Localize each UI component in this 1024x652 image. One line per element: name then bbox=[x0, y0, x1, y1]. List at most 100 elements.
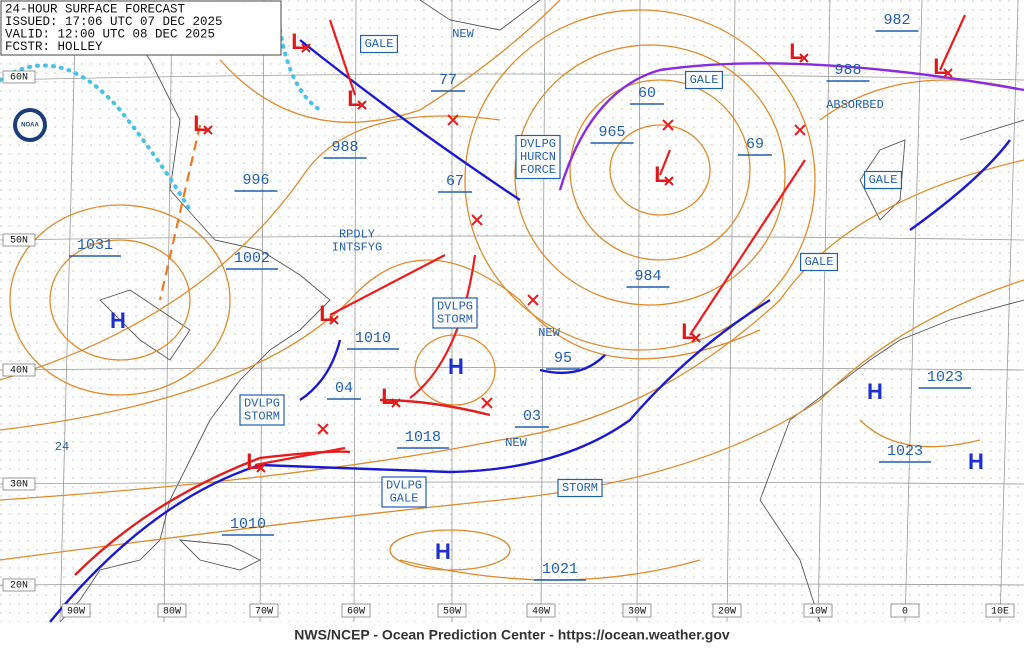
low-center bbox=[943, 68, 953, 78]
plain-label: ABSORBED bbox=[826, 98, 884, 112]
low-pressure: L bbox=[933, 54, 946, 79]
low-center bbox=[301, 43, 311, 53]
low-pressure: L bbox=[246, 449, 259, 474]
boxed-label-line: HURCN bbox=[520, 150, 556, 164]
low-pressure: L bbox=[654, 162, 667, 187]
low-center bbox=[664, 176, 674, 186]
longitude-label: 0 bbox=[902, 607, 908, 618]
pressure-label: 1010 bbox=[355, 330, 391, 347]
high-pressure: H bbox=[448, 354, 464, 379]
low-pressure: L bbox=[291, 29, 304, 54]
low-center bbox=[691, 333, 701, 343]
low-center bbox=[357, 100, 367, 110]
header-line: ISSUED: 17:06 UTC 07 DEC 2025 bbox=[5, 15, 223, 29]
header-line: FCSTR: HOLLEY bbox=[5, 40, 103, 54]
longitude-box bbox=[985, 603, 1015, 618]
boxed-label: GALE bbox=[799, 252, 839, 272]
low-center bbox=[391, 398, 401, 408]
boxed-label-line: DVLPG bbox=[437, 300, 473, 314]
low-pressure: L bbox=[789, 39, 802, 64]
header-background bbox=[0, 0, 282, 56]
longitude-label: 30W bbox=[628, 607, 646, 618]
pressure-label: 988 bbox=[331, 139, 358, 156]
high-pressure: H bbox=[435, 539, 451, 564]
footer: NWS/NCEP - Ocean Prediction Center - htt… bbox=[294, 627, 730, 643]
pressure-label: 1002 bbox=[234, 250, 270, 267]
longitude-label: 20W bbox=[718, 607, 736, 618]
latitude-box bbox=[2, 477, 36, 491]
latitude-box bbox=[2, 233, 36, 247]
high-pressure: H bbox=[110, 308, 126, 333]
label-box bbox=[799, 252, 839, 272]
longitude-box bbox=[622, 603, 652, 618]
low-center bbox=[799, 53, 809, 63]
label-box bbox=[515, 134, 561, 180]
plain-label: INTSFYG bbox=[332, 241, 382, 255]
pressure-label: 1031 bbox=[77, 237, 113, 254]
boxed-label-line: DVLPG bbox=[520, 137, 556, 151]
latitude-box bbox=[2, 363, 36, 377]
pressure-label: 982 bbox=[883, 12, 910, 29]
label-box bbox=[359, 34, 399, 54]
longitude-label: 40W bbox=[532, 607, 550, 618]
pressure-label: 77 bbox=[439, 72, 457, 89]
high-pressure: H bbox=[968, 449, 984, 474]
boxed-label-line: FORCE bbox=[520, 163, 556, 177]
latitude-label: 50N bbox=[10, 236, 28, 247]
boxed-label-line: GALE bbox=[805, 255, 834, 269]
longitude-label: 10W bbox=[809, 607, 827, 618]
boxed-label-line: DVLPG bbox=[386, 479, 422, 493]
longitude-box bbox=[712, 603, 742, 618]
boxed-label-line: GALE bbox=[390, 492, 419, 506]
longitude-label: 10E bbox=[991, 607, 1009, 618]
pressure-label: 1010 bbox=[230, 516, 266, 533]
longitude-label: 70W bbox=[255, 607, 273, 618]
header-line: 24-HOUR SURFACE FORECAST bbox=[5, 2, 186, 16]
boxed-label-line: STORM bbox=[437, 313, 473, 327]
low-pressure: L bbox=[381, 384, 394, 409]
plain-label: NEW bbox=[452, 27, 474, 41]
longitude-label: 50W bbox=[443, 607, 461, 618]
boxed-label-line: DVLPG bbox=[244, 397, 280, 411]
boxed-label-line: GALE bbox=[690, 73, 719, 87]
pressure-label: 60 bbox=[638, 85, 656, 102]
boxed-label-line: GALE bbox=[365, 37, 394, 51]
forecast-positions bbox=[317, 114, 806, 435]
ice-edge bbox=[0, 28, 322, 212]
latitude-box bbox=[2, 70, 36, 84]
storm-tracks bbox=[158, 14, 967, 467]
label-box bbox=[381, 476, 427, 508]
header-line: VALID: 12:00 UTC 08 DEC 2025 bbox=[5, 27, 215, 41]
plain-label: RPDLY bbox=[339, 228, 375, 242]
longitude-box bbox=[526, 603, 556, 618]
pressure-label: 984 bbox=[634, 268, 661, 285]
pressure-label: 1023 bbox=[927, 369, 963, 386]
high-pressure: H bbox=[867, 379, 883, 404]
plain-label: NEW bbox=[505, 436, 527, 450]
logo-text: NOAA bbox=[21, 123, 39, 129]
plain-label: 24 bbox=[55, 440, 69, 454]
latitude-label: 60N bbox=[10, 73, 28, 84]
pressure-label: 1021 bbox=[542, 561, 578, 578]
boxed-label: GALE bbox=[863, 170, 903, 190]
longitude-box bbox=[341, 603, 371, 618]
plain-label: NEW bbox=[538, 326, 560, 340]
coastlines bbox=[59, 0, 1024, 623]
boxed-label-line: GALE bbox=[869, 173, 898, 187]
low-center bbox=[203, 125, 213, 135]
boxed-label: GALE bbox=[359, 34, 399, 54]
low-pressure: L bbox=[681, 319, 694, 344]
latitude-label: 20N bbox=[10, 581, 28, 592]
longitude-box bbox=[249, 603, 279, 618]
low-pressure: L bbox=[319, 301, 332, 326]
label-box bbox=[432, 297, 478, 329]
low-center bbox=[329, 315, 339, 325]
boxed-label-line: STORM bbox=[244, 410, 280, 424]
pressure-label: 04 bbox=[335, 380, 353, 397]
low-pressure: L bbox=[193, 111, 206, 136]
longitude-label: 60W bbox=[347, 607, 365, 618]
longitude-label: 80W bbox=[163, 607, 181, 618]
longitude-label: 90W bbox=[67, 607, 85, 618]
pressure-label: 03 bbox=[523, 408, 541, 425]
